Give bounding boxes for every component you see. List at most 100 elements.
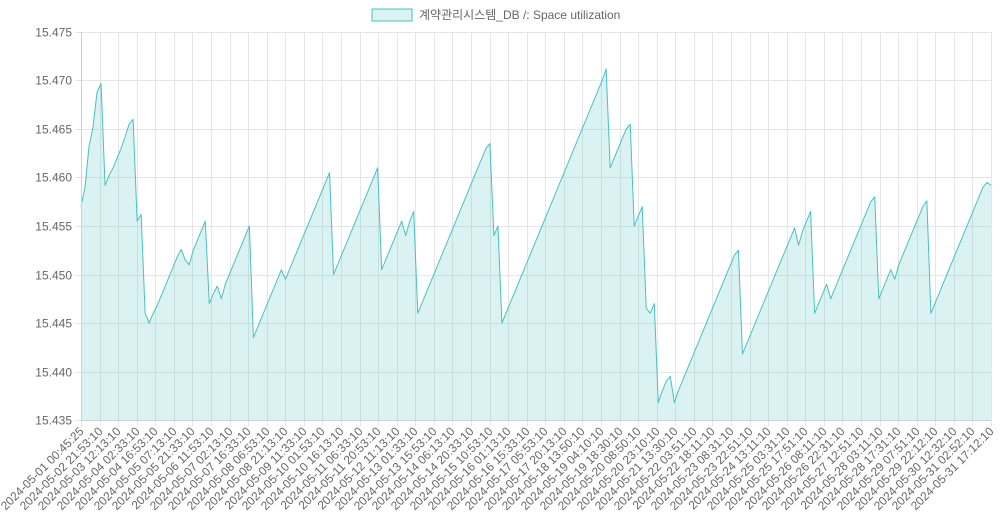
data-point[interactable] [368, 186, 371, 189]
data-point[interactable] [400, 220, 403, 223]
data-point[interactable] [725, 273, 728, 276]
data-point[interactable] [292, 258, 295, 261]
data-point[interactable] [665, 380, 668, 383]
data-point[interactable] [228, 273, 231, 276]
data-point[interactable] [432, 273, 435, 276]
data-point[interactable] [324, 181, 327, 184]
data-point[interactable] [116, 157, 119, 160]
data-point[interactable] [781, 256, 784, 259]
data-point[interactable] [897, 263, 900, 266]
data-point[interactable] [613, 157, 616, 160]
data-point[interactable] [396, 229, 399, 232]
data-point[interactable] [873, 195, 876, 198]
data-point[interactable] [420, 302, 423, 305]
data-point[interactable] [416, 312, 419, 315]
data-point[interactable] [641, 205, 644, 208]
data-point[interactable] [184, 258, 187, 261]
data-point[interactable] [136, 220, 139, 223]
data-point[interactable] [336, 263, 339, 266]
data-point[interactable] [797, 244, 800, 247]
data-point[interactable] [488, 142, 491, 145]
data-point[interactable] [380, 268, 383, 271]
data-point[interactable] [957, 244, 960, 247]
data-point[interactable] [857, 229, 860, 232]
data-point[interactable] [304, 229, 307, 232]
data-point[interactable] [340, 254, 343, 257]
data-point[interactable] [689, 360, 692, 363]
data-point[interactable] [508, 302, 511, 305]
data-point[interactable] [440, 254, 443, 257]
data-point[interactable] [448, 234, 451, 237]
data-point[interactable] [981, 186, 984, 189]
data-point[interactable] [633, 225, 636, 228]
data-point[interactable] [216, 285, 219, 288]
data-point[interactable] [913, 225, 916, 228]
data-point[interactable] [681, 380, 684, 383]
data-point[interactable] [436, 263, 439, 266]
data-point[interactable] [480, 157, 483, 160]
data-point[interactable] [284, 278, 287, 281]
data-point[interactable] [224, 283, 227, 286]
data-point[interactable] [456, 215, 459, 218]
data-point[interactable] [557, 186, 560, 189]
data-point[interactable] [124, 135, 127, 138]
data-point[interactable] [697, 341, 700, 344]
data-point[interactable] [673, 401, 676, 404]
data-point[interactable] [677, 389, 680, 392]
data-point[interactable] [749, 333, 752, 336]
data-point[interactable] [268, 297, 271, 300]
data-point[interactable] [232, 263, 235, 266]
data-point[interactable] [869, 200, 872, 203]
data-point[interactable] [809, 210, 812, 213]
data-point[interactable] [512, 292, 515, 295]
data-point[interactable] [392, 239, 395, 242]
data-point[interactable] [713, 302, 716, 305]
data-point[interactable] [537, 234, 540, 237]
data-point[interactable] [729, 263, 732, 266]
data-point[interactable] [208, 302, 211, 305]
data-point[interactable] [617, 147, 620, 150]
data-point[interactable] [549, 205, 552, 208]
data-point[interactable] [260, 317, 263, 320]
data-point[interactable] [605, 67, 608, 70]
data-point[interactable] [821, 292, 824, 295]
data-point[interactable] [172, 265, 175, 268]
data-point[interactable] [412, 210, 415, 213]
data-point[interactable] [925, 199, 928, 202]
data-point[interactable] [180, 248, 183, 251]
data-point[interactable] [657, 401, 660, 404]
data-point[interactable] [825, 283, 828, 286]
data-point[interactable] [973, 205, 976, 208]
data-point[interactable] [428, 283, 431, 286]
data-point[interactable] [841, 268, 844, 271]
data-point[interactable] [969, 215, 972, 218]
data-point[interactable] [953, 254, 956, 257]
data-point[interactable] [861, 220, 864, 223]
data-point[interactable] [733, 254, 736, 257]
data-point[interactable] [649, 312, 652, 315]
data-point[interactable] [837, 278, 840, 281]
data-point[interactable] [753, 323, 756, 326]
data-point[interactable] [885, 278, 888, 281]
data-point[interactable] [504, 312, 507, 315]
data-point[interactable] [356, 215, 359, 218]
data-point[interactable] [921, 205, 924, 208]
data-point[interactable] [156, 304, 159, 307]
data-point[interactable] [140, 213, 143, 216]
data-point[interactable] [88, 145, 91, 148]
data-point[interactable] [877, 297, 880, 300]
data-point[interactable] [252, 336, 255, 339]
data-point[interactable] [120, 147, 123, 150]
data-point[interactable] [372, 176, 375, 179]
legend[interactable]: 계약관리시스템_DB /: Space utilization [371, 7, 620, 22]
data-point[interactable] [348, 234, 351, 237]
data-point[interactable] [352, 225, 355, 228]
data-point[interactable] [949, 263, 952, 266]
data-point[interactable] [977, 195, 980, 198]
data-point[interactable] [404, 234, 407, 237]
data-point[interactable] [901, 254, 904, 257]
data-point[interactable] [669, 375, 672, 378]
data-point[interactable] [200, 229, 203, 232]
data-point[interactable] [909, 234, 912, 237]
data-point[interactable] [585, 118, 588, 121]
